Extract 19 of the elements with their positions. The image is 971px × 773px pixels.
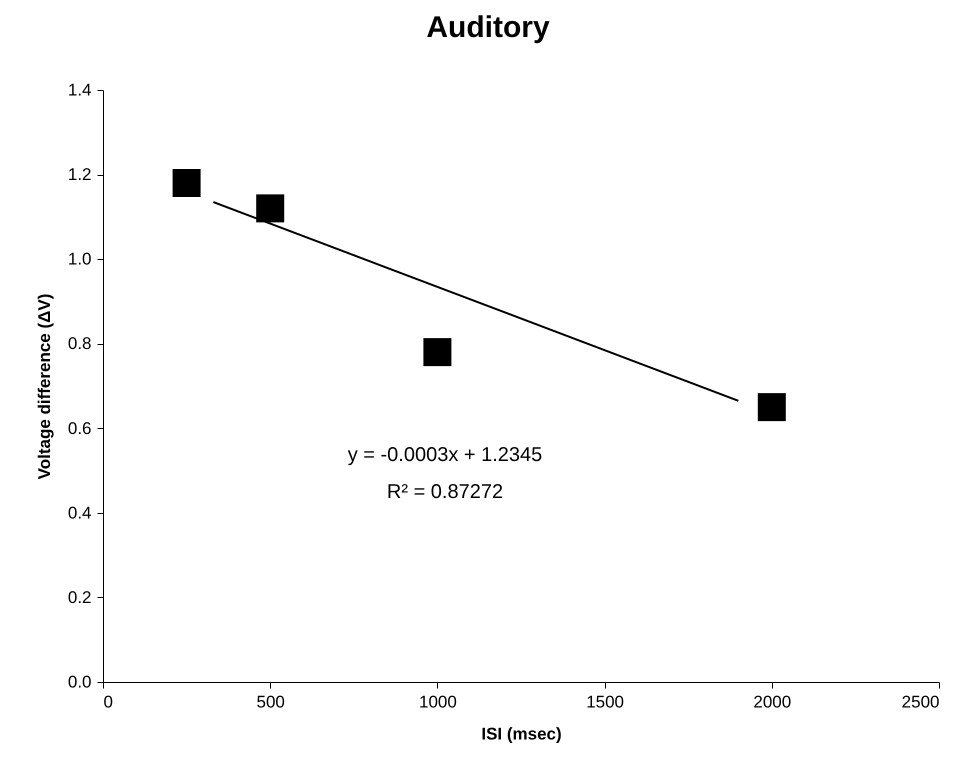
y-axis-title: Voltage difference (ΔV): [34, 294, 54, 480]
y-tick-label: 0.0: [68, 672, 92, 692]
annotation: y = -0.0003x + 1.2345: [348, 444, 542, 466]
y-tick-label: 1.0: [68, 250, 92, 269]
y-tick-label: 0.2: [68, 588, 92, 607]
y-tick-label: 1.4: [68, 80, 92, 100]
chart-title: Auditory: [426, 11, 550, 44]
annotation: R² = 0.87272: [386, 481, 504, 503]
y-tick-label: 1.2: [68, 165, 92, 184]
x-tick-label: 2500: [902, 692, 940, 712]
x-tick-label: 2000: [753, 692, 792, 712]
x-axis-title: ISI (msec): [481, 724, 562, 744]
y-tick-label: 0.6: [68, 418, 92, 438]
y-tick-label: 0.4: [68, 503, 92, 522]
x-tick-label: 1000: [418, 692, 457, 712]
y-tick-label: 0.8: [68, 334, 92, 354]
x-tick-label: 0: [104, 692, 113, 712]
x-tick-label: 1500: [586, 692, 624, 712]
x-tick-label: 500: [256, 692, 285, 712]
